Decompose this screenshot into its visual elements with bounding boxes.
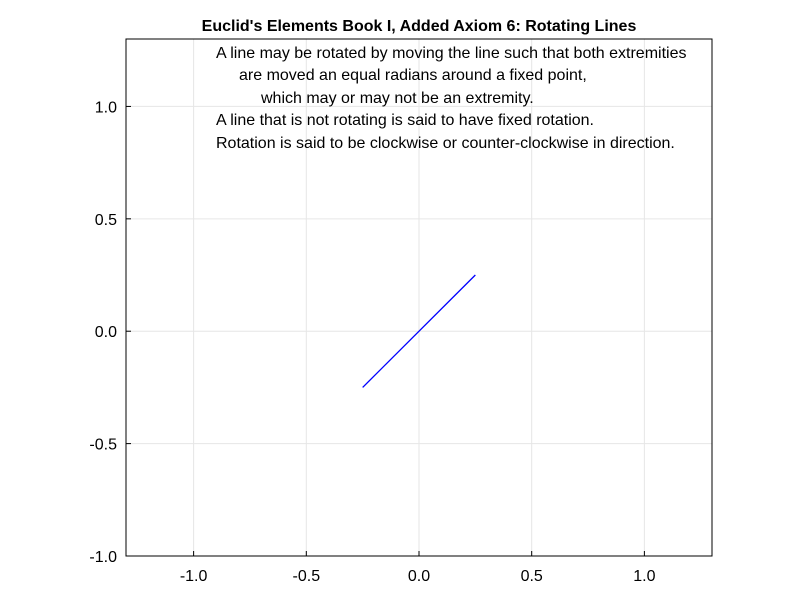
rotating-line-series (362, 274, 476, 388)
y-tick-label: -1.0 (89, 549, 117, 566)
axis-ticks: -1.0 -0.5 0.0 0.5 1.0 -1.0 -0.5 0.0 0.5 1.0 (89, 99, 655, 585)
x-tick-label: -0.5 (293, 568, 321, 585)
x-tick-label: 1.0 (633, 568, 655, 585)
y-tick-label: 1.0 (95, 99, 117, 116)
annotation-line-5: Rotation is said to be clockwise or coun… (216, 135, 675, 152)
x-tick-label: 0.5 (521, 568, 543, 585)
axiom-annotation: A line may be rotated by moving the line… (216, 45, 686, 152)
y-tick-label: 0.0 (95, 324, 117, 341)
annotation-line-3: which may or may not be an extremity. (260, 90, 534, 107)
x-tick-label: 0.0 (408, 568, 430, 585)
annotation-line-2: are moved an equal radians around a fixe… (239, 67, 587, 84)
annotation-line-4: A line that is not rotating is said to h… (216, 112, 594, 129)
plot-area (362, 274, 476, 388)
y-tick-label: -0.5 (89, 437, 117, 454)
y-tick-label: 0.5 (95, 212, 117, 229)
annotation-line-1: A line may be rotated by moving the line… (216, 45, 686, 62)
chart-title: Euclid's Elements Book I, Added Axiom 6:… (202, 18, 637, 35)
x-tick-label: -1.0 (180, 568, 208, 585)
